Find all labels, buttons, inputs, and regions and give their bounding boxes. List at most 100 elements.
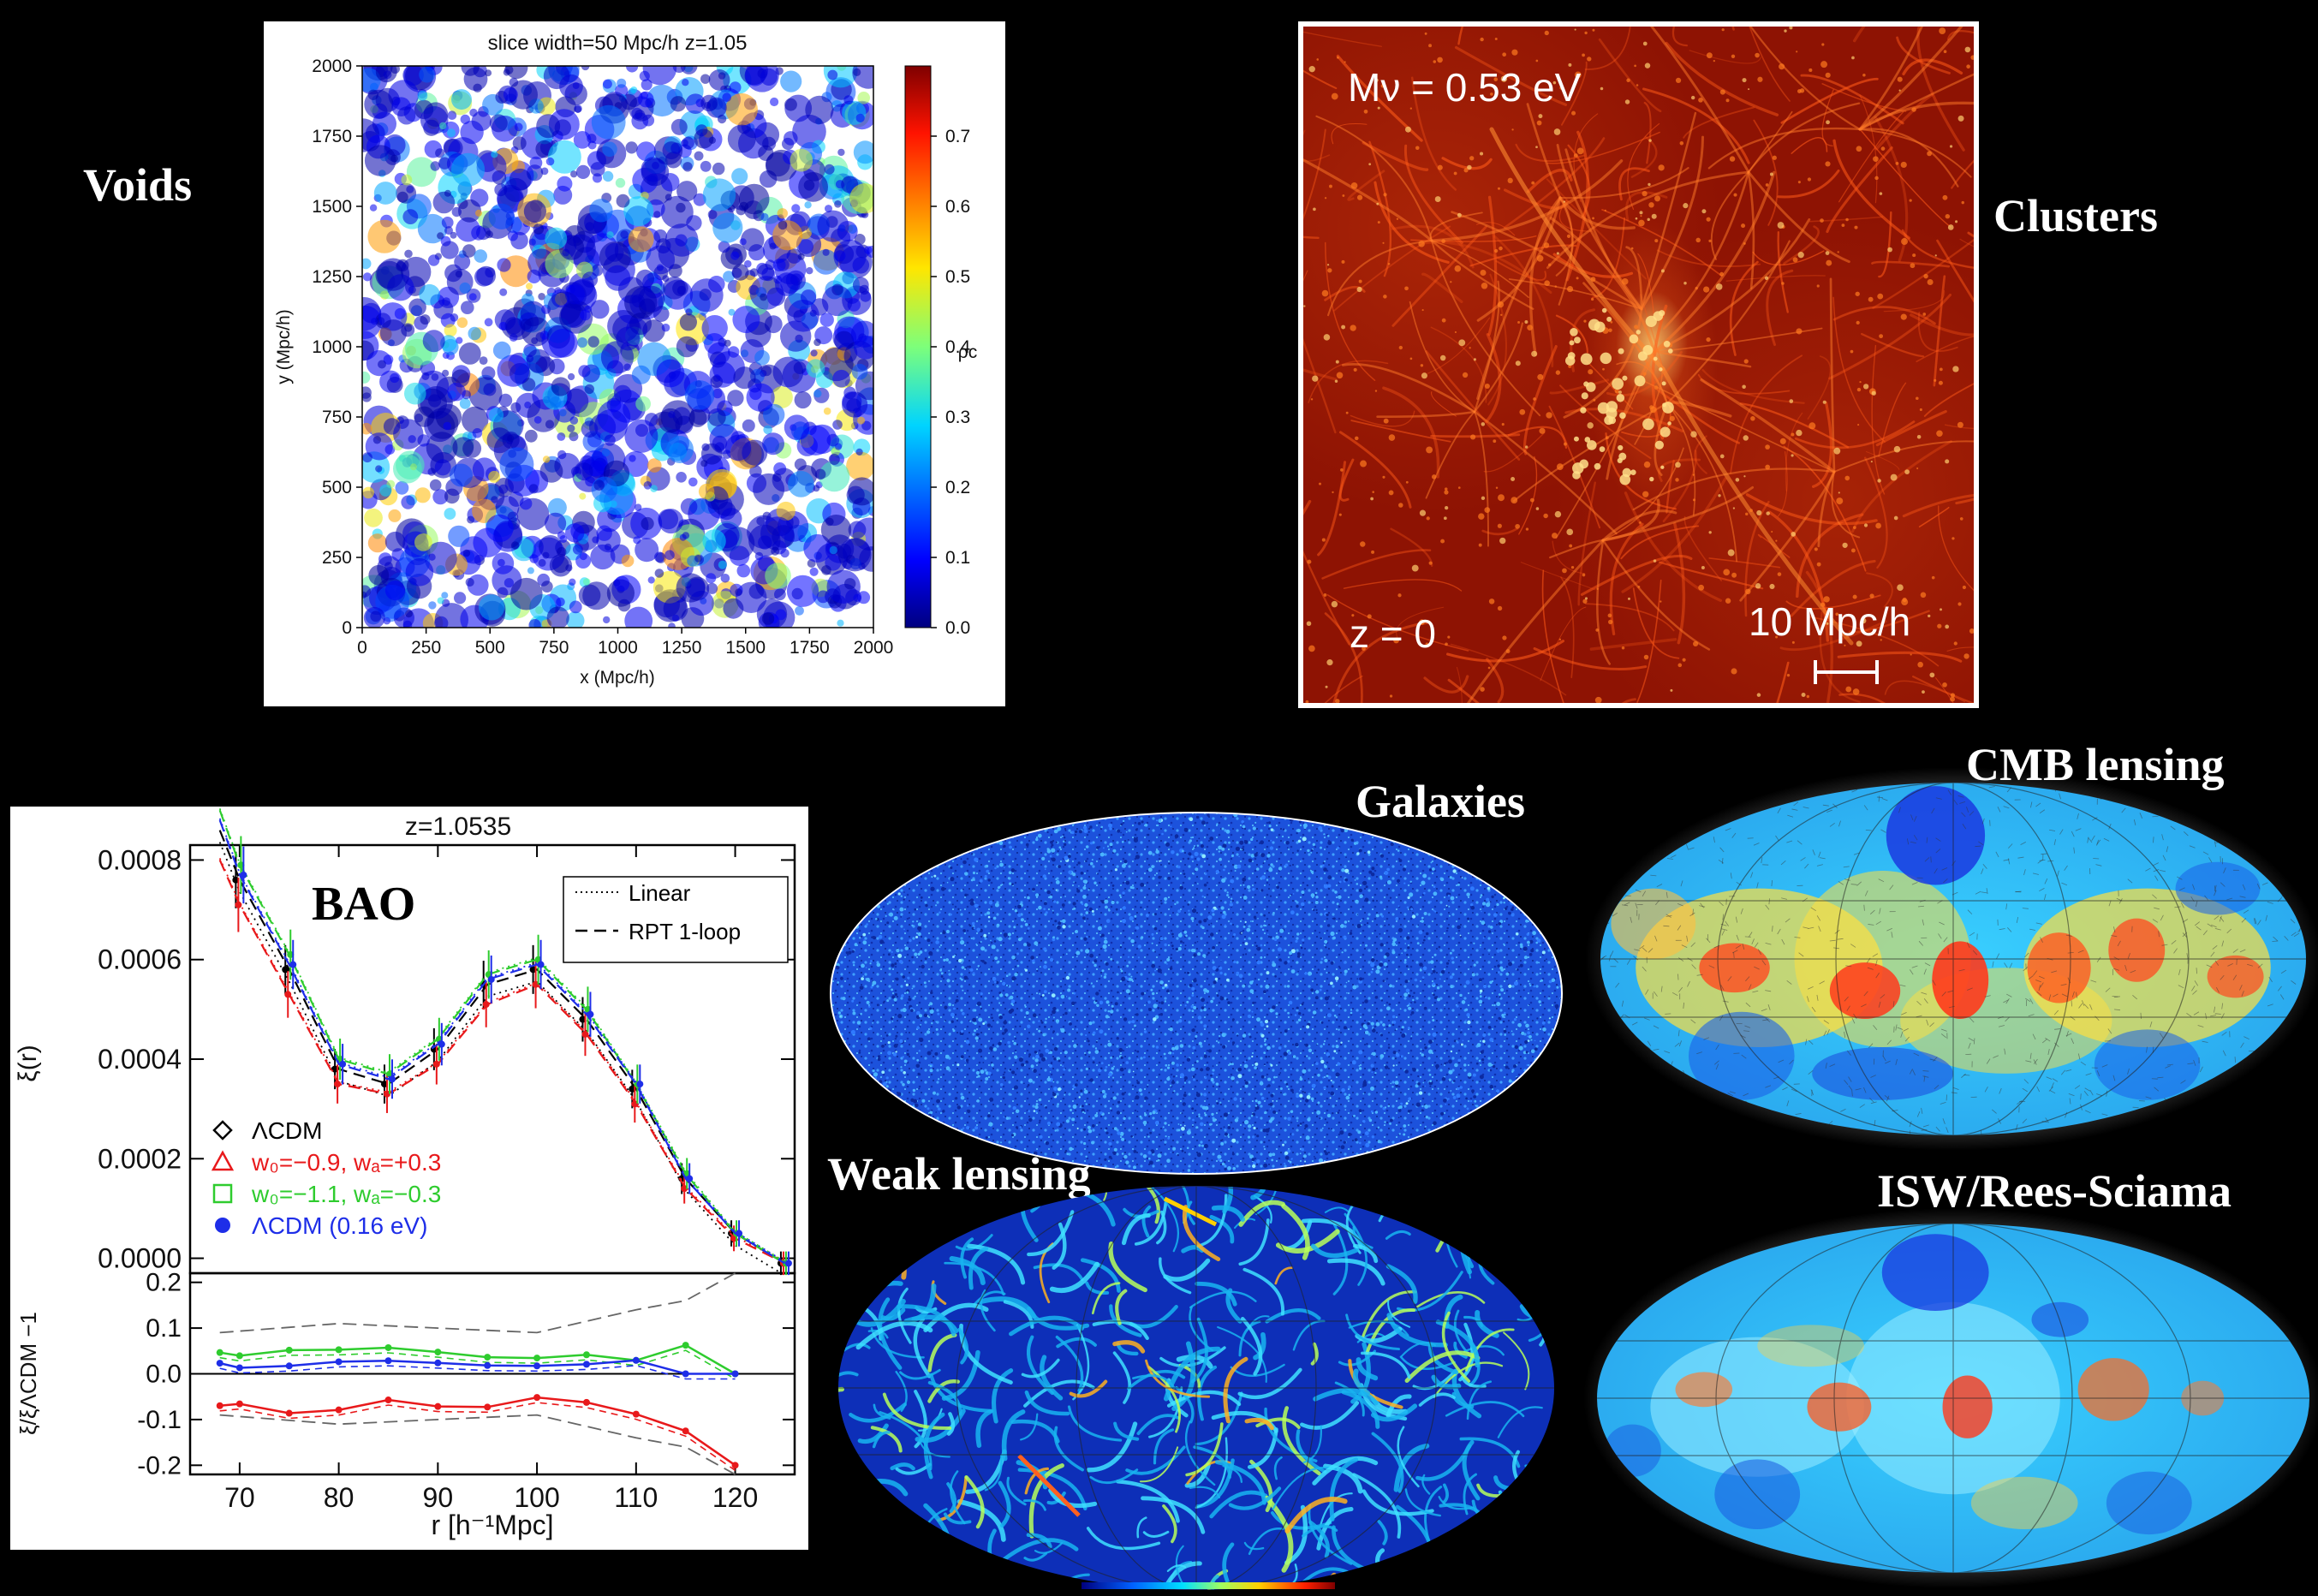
void-circle [573, 131, 592, 149]
voids-xtick-label: 1250 [662, 638, 702, 658]
void-circle [825, 205, 832, 213]
bao-xtick-label: 110 [614, 1482, 658, 1513]
void-circle [717, 114, 727, 124]
void-circle [832, 369, 850, 388]
void-circle [712, 162, 725, 176]
bao-series-linear [218, 842, 785, 1277]
bao-data-point [636, 1081, 644, 1088]
void-circle [590, 300, 610, 319]
void-circle [727, 124, 756, 153]
void-circle [444, 226, 453, 235]
bao-legend-models: ΛCDM w₀=−0.9, wₐ=+0.3 w₀=−1.1, wₐ=−0.3 ΛCDM… [211, 1117, 441, 1239]
bao-data-point [587, 1010, 594, 1018]
bao-ytick-top: 0.0008 [98, 844, 182, 875]
voids-ytick-label: 2000 [312, 57, 352, 76]
void-circle [616, 194, 630, 208]
void-circle [557, 546, 567, 557]
bao-data-point [235, 901, 242, 908]
void-circle [700, 74, 711, 84]
void-circle [704, 102, 712, 109]
void-circle [584, 384, 594, 395]
void-circle [379, 319, 407, 347]
void-circle [362, 452, 372, 463]
void-circle [364, 508, 383, 527]
bao-ytick-top: 0.0004 [98, 1044, 182, 1075]
void-circle [810, 349, 818, 357]
void-circle [761, 612, 775, 625]
void-circle [373, 182, 397, 205]
void-circle [793, 361, 807, 375]
void-circle [468, 293, 477, 301]
void-circle [829, 545, 837, 555]
void-circle [827, 69, 838, 80]
voids-xtick-label: 1000 [598, 638, 638, 658]
void-circle [367, 219, 402, 253]
void-circle [562, 248, 570, 257]
bao-ratio-point [484, 1403, 492, 1411]
void-circle [754, 349, 770, 366]
void-circle [557, 432, 566, 441]
bao-legend-lines: Linear RPT 1-loop [563, 876, 789, 963]
void-circle [485, 69, 492, 77]
void-circle [828, 454, 840, 465]
void-circle [597, 400, 631, 434]
legend-model-label: w₀=−0.9, wₐ=+0.3 [251, 1149, 441, 1176]
void-circle [578, 584, 601, 607]
void-circle [402, 66, 424, 86]
bao-xtick-label: 70 [224, 1482, 255, 1513]
bao-data-point [581, 1030, 589, 1038]
void-circle [451, 206, 462, 217]
void-circle [585, 476, 595, 487]
void-circle [837, 619, 844, 627]
void-circle [621, 554, 635, 568]
bao-data-point [388, 1075, 396, 1083]
void-circle [736, 581, 767, 613]
void-circle [685, 308, 693, 316]
legend-marker-triangle-icon [211, 1150, 235, 1171]
void-circle [851, 363, 868, 380]
legend-marker-circle-icon [215, 1218, 230, 1233]
void-circle [545, 157, 555, 166]
void-circle [491, 151, 498, 158]
void-circle [833, 239, 867, 273]
void-circle [459, 398, 471, 409]
void-circle [546, 606, 569, 628]
voids-ytick-label: 1000 [312, 337, 352, 357]
bao-data-point [438, 1040, 445, 1048]
void-circle [658, 408, 683, 433]
void-circle [646, 84, 678, 117]
void-circle [603, 616, 611, 624]
void-circle [724, 434, 752, 462]
void-circle [414, 533, 432, 551]
void-circle [468, 326, 481, 341]
void-circle [660, 195, 694, 229]
void-circle [722, 92, 731, 102]
bao-ratio-point [285, 1362, 293, 1370]
void-circle [790, 148, 813, 172]
void-circle [693, 193, 706, 206]
void-circle [654, 551, 665, 563]
void-circle [780, 548, 790, 558]
void-circle [723, 271, 735, 283]
void-circle [528, 238, 536, 246]
void-circle [742, 419, 755, 432]
void-circle [369, 204, 378, 211]
bao-ylabel-bottom: ξ/ξΛCDM −1 [15, 1312, 41, 1435]
void-circle [786, 575, 819, 607]
void-circle [819, 461, 850, 492]
void-circle [481, 366, 496, 380]
void-circle [744, 259, 752, 268]
void-circle [775, 272, 799, 296]
void-circle [805, 95, 834, 124]
voids-colorbar-tick: 0.7 [945, 127, 970, 146]
void-circle [575, 553, 592, 569]
void-circle [488, 470, 501, 483]
bao-data-point [487, 975, 495, 983]
clusters-label: Clusters [1993, 190, 2158, 241]
void-circle [635, 538, 659, 563]
bao-ratio-dashed [219, 1364, 736, 1380]
void-circle [539, 331, 550, 340]
bao-ratio-line [219, 1343, 736, 1375]
void-circle [428, 601, 437, 610]
void-circle [540, 581, 553, 593]
